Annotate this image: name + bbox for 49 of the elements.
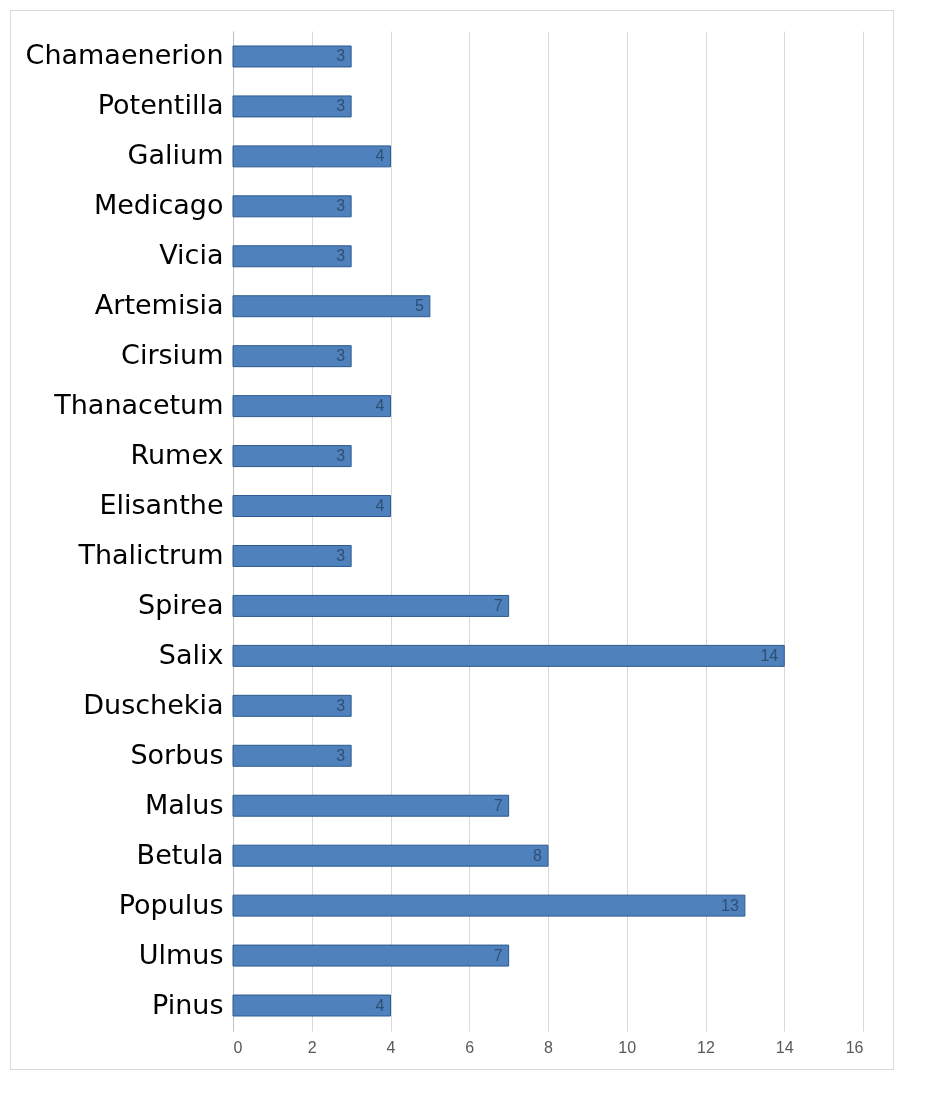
data-label: 4: [375, 996, 385, 1014]
data-label: 7: [493, 946, 503, 964]
x-tick-label: 16: [845, 1038, 864, 1056]
data-label: 3: [336, 746, 346, 764]
y-tick-label: Ulmus: [138, 938, 224, 970]
x-tick-label: 14: [775, 1038, 794, 1056]
x-tick-label: 4: [386, 1038, 396, 1056]
y-tick-label: Salix: [158, 638, 224, 670]
x-tick-label: 0: [233, 1038, 243, 1056]
data-label: 14: [760, 646, 779, 664]
y-tick-label: Thalictrum: [77, 538, 224, 570]
x-tick-label: 8: [544, 1038, 554, 1056]
y-tick-label: Betula: [136, 838, 224, 870]
x-tick-label: 12: [697, 1038, 715, 1056]
y-tick-label: Spirea: [138, 588, 224, 620]
data-label: 13: [721, 896, 739, 914]
data-label: 3: [336, 247, 346, 265]
y-tick-label: Pinus: [152, 988, 224, 1020]
y-tick-label: Rumex: [130, 439, 224, 471]
data-label: 4: [375, 147, 385, 165]
data-label: 3: [336, 447, 346, 465]
y-tick-label: Sorbus: [130, 738, 224, 770]
y-tick-label: Medicago: [93, 189, 224, 221]
data-label: 3: [336, 546, 346, 564]
x-tick-label: 6: [465, 1038, 475, 1056]
y-tick-label: Thanacetum: [53, 389, 224, 421]
data-label: 4: [375, 397, 385, 415]
data-label: 3: [336, 347, 346, 365]
y-tick-label: Chamaenerion: [25, 39, 224, 71]
y-tick-label: Elisanthe: [99, 489, 224, 521]
data-label: 4: [375, 497, 385, 515]
data-label: 3: [336, 197, 346, 215]
data-label: 5: [414, 297, 424, 315]
data-label: 3: [336, 696, 346, 714]
y-tick-label: Potentilla: [97, 89, 224, 121]
y-tick-label: Malus: [144, 788, 224, 820]
y-tick-label: Artemisia: [94, 289, 224, 321]
data-label: 3: [336, 47, 346, 65]
y-tick-label: Vicia: [159, 239, 224, 271]
data-label: 8: [533, 846, 543, 864]
data-label: 7: [493, 596, 503, 614]
data-label: 3: [336, 97, 346, 115]
y-tick-label: Populus: [118, 888, 224, 920]
x-tick-label: 2: [307, 1038, 317, 1056]
x-tick-label: 10: [618, 1038, 637, 1056]
y-tick-label: Duschekia: [83, 688, 224, 720]
y-tick-label: Galium: [127, 139, 224, 171]
data-label: 7: [493, 796, 503, 814]
y-tick-label: Cirsium: [121, 339, 224, 371]
